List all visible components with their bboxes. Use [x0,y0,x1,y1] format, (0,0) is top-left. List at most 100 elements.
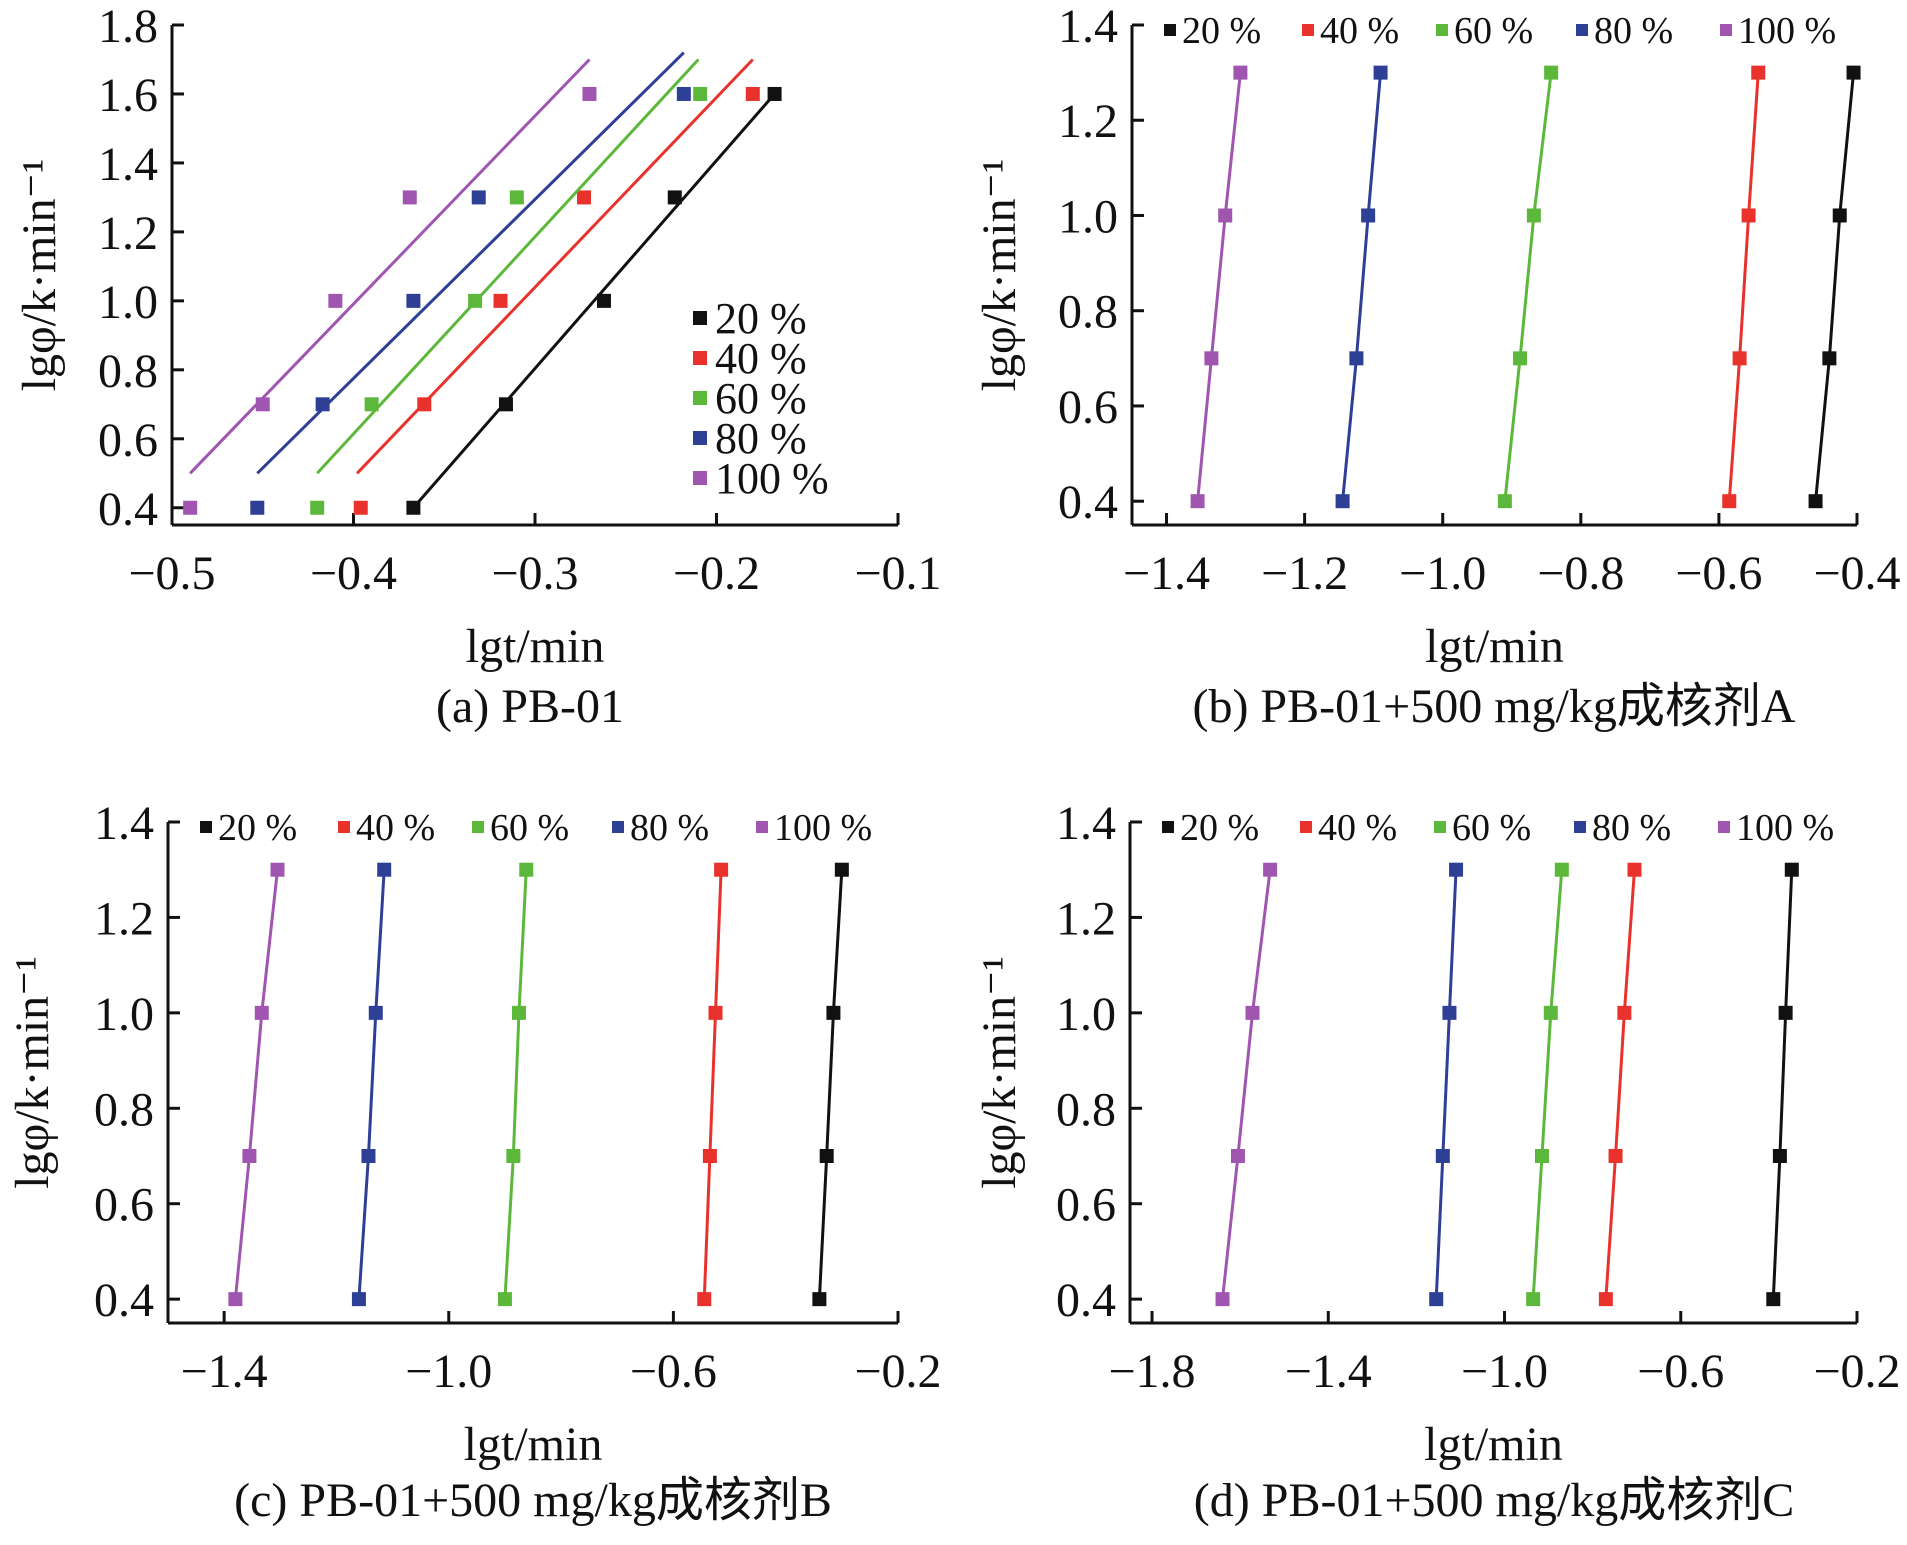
series-line-2 [503,869,528,1300]
legend-marker [1436,24,1448,36]
data-point [812,1292,827,1307]
data-point [1335,494,1350,509]
legend-label: 80 % [715,414,807,463]
y-tick-label: 1.2 [1056,892,1116,945]
y-tick-label: 1.2 [94,892,154,945]
data-point [183,500,198,515]
x-tick-label: −0.4 [1813,547,1900,600]
legend-marker [1162,821,1174,833]
data-point [493,293,508,308]
legend-label: 40 % [715,334,807,383]
panel-caption: (c) PB-01+500 mg/kg成核剂B [234,1474,832,1527]
series-line-2 [1531,869,1564,1300]
y-tick-label: 1.0 [94,988,154,1041]
y-tick-label: 0.8 [1058,286,1118,339]
legend-label: 60 % [1454,10,1533,52]
legend-label: 80 % [630,807,709,849]
data-point [406,293,421,308]
data-point [596,293,611,308]
data-point [1429,1292,1444,1307]
series-line-0 [1814,72,1856,502]
data-point [270,862,285,877]
y-tick-label: 1.8 [98,0,158,53]
legend-label: 100 % [715,454,829,503]
y-tick-label: 1.4 [94,797,154,850]
data-point [1772,1149,1787,1163]
legend-label: 40 % [1320,10,1399,52]
y-tick-label: 0.6 [94,1179,154,1232]
data-point [834,862,849,877]
y-axis-title: lgφ/k·min⁻¹ [6,956,59,1189]
x-tick-label: −1.0 [405,1345,492,1398]
data-point [1233,65,1248,80]
data-point [310,500,325,515]
data-point [250,500,265,515]
legend-label: 100 % [1736,807,1834,849]
y-tick-label: 1.4 [1056,797,1116,850]
data-point [1526,208,1541,223]
data-point [1722,494,1737,509]
data-point [708,1005,723,1020]
data-point [1218,208,1233,223]
data-point [1190,494,1205,509]
y-tick-label: 1.0 [98,276,158,329]
data-point [468,293,483,308]
y-axis-title: lgφ/k·min⁻¹ [13,159,66,392]
data-point [1349,351,1364,366]
data-point [254,1005,269,1020]
legend-marker [693,431,707,445]
data-point [368,1005,383,1020]
data-point [1442,1005,1457,1020]
chart-panel-b: −1.4 −1.2 −1.0 −0.8 −0.6 −0.4 0.4 0.6 0.8 1.0 1.2 1… [973,0,1901,733]
data-point [497,1292,512,1307]
legend-label: 60 % [715,374,807,423]
x-tick-label: −1.4 [1285,1345,1372,1398]
data-point [697,1292,712,1307]
data-point [498,397,513,412]
x-tick-label: −0.2 [673,547,760,600]
data-point [582,86,597,101]
legend-marker [1576,24,1588,36]
series-line-1 [702,869,723,1300]
panel-caption: (b) PB-01+500 mg/kg成核剂A [1192,680,1795,733]
legend-label: 100 % [774,807,872,849]
data-point [417,397,432,412]
data-point [1544,65,1559,80]
data-point [745,86,760,101]
x-tick-label: −0.6 [1675,547,1762,600]
legend-marker [756,821,768,833]
legend-marker [338,821,350,833]
x-tick-label: −1.2 [1261,547,1348,600]
data-point [819,1149,834,1163]
legend-label: 20 % [218,807,297,849]
data-point [826,1005,841,1020]
data-point [351,1292,366,1307]
x-axis-title: lgt/min [466,620,605,673]
series-line-2 [1503,72,1553,502]
x-tick-label: −0.3 [491,547,578,600]
legend-marker [1720,24,1732,36]
legend-label: 20 % [715,294,807,343]
legend-marker [612,821,624,833]
data-point [506,1149,521,1163]
data-point [767,86,782,101]
data-point [1435,1149,1450,1163]
legend-marker [693,391,707,405]
legend-label: 40 % [356,807,435,849]
legend-marker [472,821,484,833]
series-line-4 [1221,869,1272,1300]
y-axis-title: lgφ/k·min⁻¹ [973,956,1026,1189]
data-point [255,397,270,412]
legend-marker [1300,821,1312,833]
data-point [714,862,729,877]
legend-label: 80 % [1594,10,1673,52]
legend-marker [1164,24,1176,36]
data-point [402,190,417,205]
y-tick-label: 0.4 [1058,476,1118,529]
chart-panel-d: −1.8 −1.4 −1.0 −0.6 −0.2 0.4 0.6 0.8 1.0 1.2 1.4 lg… [973,797,1901,1527]
legend-label: 100 % [1738,10,1836,52]
y-tick-label: 1.2 [98,207,158,260]
data-point [1534,1149,1549,1163]
panel-caption: (d) PB-01+500 mg/kg成核剂C [1194,1474,1794,1527]
series-line-3 [1341,72,1383,502]
